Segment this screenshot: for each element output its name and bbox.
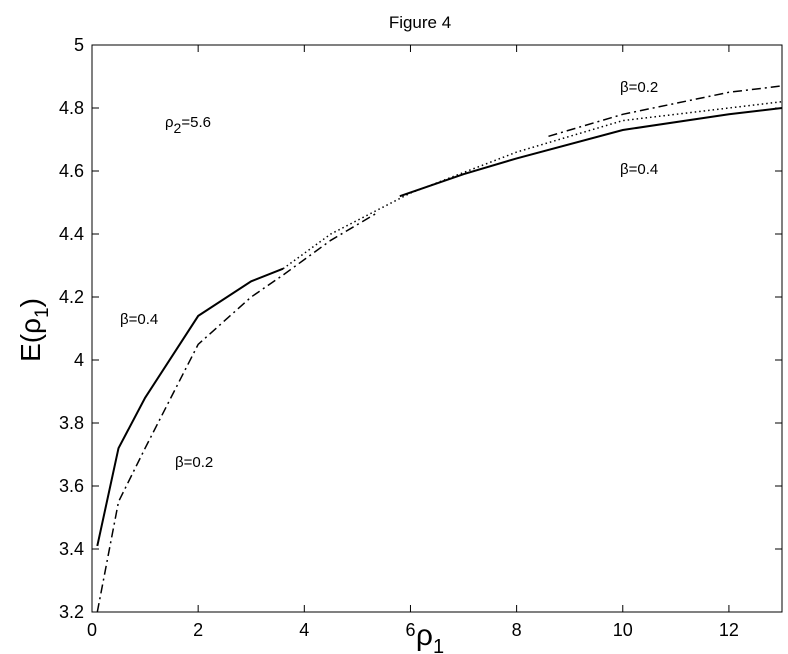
annotation-part: β=0.2 xyxy=(175,454,213,471)
x-tick-label: 12 xyxy=(719,620,739,640)
line-series xyxy=(282,100,783,270)
x-tick-label: 0 xyxy=(87,620,97,640)
x-tick-label: 6 xyxy=(405,620,415,640)
y-label-end: ) xyxy=(15,298,46,307)
x-tick-label: 10 xyxy=(613,620,633,640)
y-tick-label: 4.2 xyxy=(59,287,84,307)
y-tick-label: 4.6 xyxy=(59,161,84,181)
y-tick-label: 5 xyxy=(74,35,84,55)
line-series xyxy=(96,85,783,613)
annotation: β=0.4 xyxy=(120,311,158,328)
annotation-part: β=0.2 xyxy=(620,79,658,96)
x-axis-label: ρ1 xyxy=(416,619,444,654)
y-tick-label: 4.4 xyxy=(59,224,84,244)
y-tick-label: 3.2 xyxy=(59,602,84,622)
y-tick-label: 4.8 xyxy=(59,98,84,118)
annotation-part: 2 xyxy=(174,120,182,136)
x-tick-label: 2 xyxy=(193,620,203,640)
y-tick-label: 3.4 xyxy=(59,539,84,559)
x-label-sub: 1 xyxy=(433,636,444,654)
annotation: β=0.2 xyxy=(620,79,658,96)
y-axis-label: E(ρ1) xyxy=(15,298,53,362)
x-tick-label: 8 xyxy=(512,620,522,640)
annotation-part: ρ xyxy=(165,114,174,131)
x-label-main: ρ xyxy=(416,619,433,652)
annotation: β=0.4 xyxy=(620,161,658,178)
y-tick-label: 3.8 xyxy=(59,413,84,433)
chart-title: Figure 4 xyxy=(389,13,451,32)
annotation-part: β=0.4 xyxy=(120,311,158,328)
line-series xyxy=(96,107,783,547)
annotation-part: β=0.4 xyxy=(620,161,658,178)
annotation: ρ2=5.6 xyxy=(165,114,211,136)
y-tick-label: 3.6 xyxy=(59,476,84,496)
annotation: β=0.2 xyxy=(175,454,213,471)
y-tick-label: 4 xyxy=(74,350,84,370)
plot-frame xyxy=(91,44,783,613)
y-label-main: E(ρ xyxy=(15,318,46,362)
annotation-part: =5.6 xyxy=(181,114,211,131)
y-label-sub: 1 xyxy=(32,307,53,318)
x-tick-label: 4 xyxy=(299,620,309,640)
